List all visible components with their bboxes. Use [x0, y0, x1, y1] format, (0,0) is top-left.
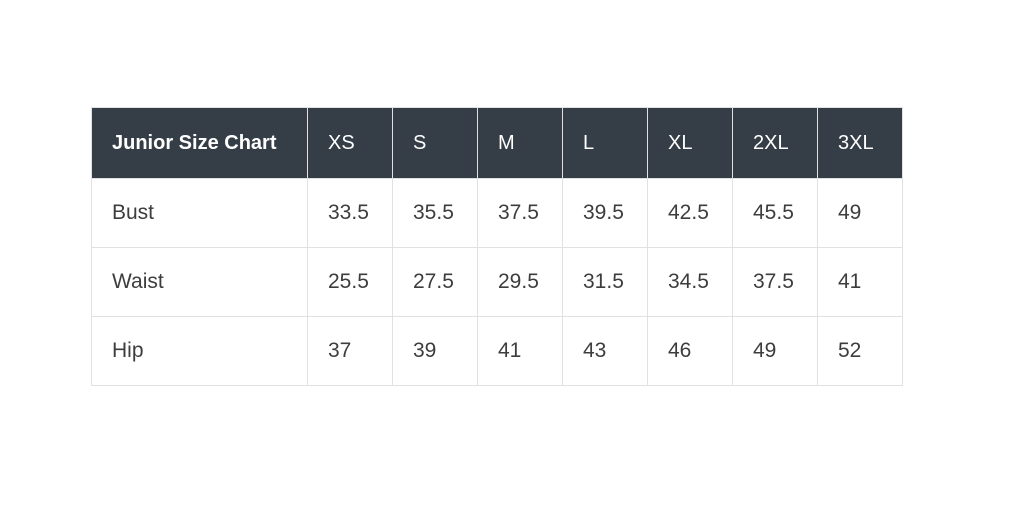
header-cell-2xl: 2XL — [732, 107, 818, 179]
table-row-hip: Hip 37 39 41 43 46 49 52 — [91, 316, 903, 386]
table-row-waist: Waist 25.5 27.5 29.5 31.5 34.5 37.5 41 — [91, 247, 903, 317]
value-cell: 37 — [307, 316, 393, 386]
table-title-cell: Junior Size Chart — [91, 107, 308, 179]
value-cell: 49 — [732, 316, 818, 386]
row-label-waist: Waist — [91, 247, 308, 317]
value-cell: 25.5 — [307, 247, 393, 317]
header-cell-3xl: 3XL — [817, 107, 903, 179]
value-cell: 39.5 — [562, 178, 648, 248]
header-row: Junior Size Chart XS S M L XL 2XL 3XL — [91, 107, 903, 179]
value-cell: 34.5 — [647, 247, 733, 317]
table-row-bust: Bust 33.5 35.5 37.5 39.5 42.5 45.5 49 — [91, 178, 903, 248]
header-cell-m: M — [477, 107, 563, 179]
value-cell: 46 — [647, 316, 733, 386]
value-cell: 43 — [562, 316, 648, 386]
junior-size-chart-table: Junior Size Chart XS S M L XL 2XL 3XL Bu… — [91, 107, 903, 386]
row-label-hip: Hip — [91, 316, 308, 386]
value-cell: 35.5 — [392, 178, 478, 248]
value-cell: 37.5 — [732, 247, 818, 317]
header-cell-xl: XL — [647, 107, 733, 179]
value-cell: 41 — [817, 247, 903, 317]
value-cell: 27.5 — [392, 247, 478, 317]
value-cell: 37.5 — [477, 178, 563, 248]
header-cell-l: L — [562, 107, 648, 179]
row-label-bust: Bust — [91, 178, 308, 248]
value-cell: 45.5 — [732, 178, 818, 248]
value-cell: 29.5 — [477, 247, 563, 317]
value-cell: 33.5 — [307, 178, 393, 248]
value-cell: 41 — [477, 316, 563, 386]
value-cell: 49 — [817, 178, 903, 248]
value-cell: 42.5 — [647, 178, 733, 248]
value-cell: 39 — [392, 316, 478, 386]
header-cell-s: S — [392, 107, 478, 179]
value-cell: 52 — [817, 316, 903, 386]
header-cell-xs: XS — [307, 107, 393, 179]
value-cell: 31.5 — [562, 247, 648, 317]
